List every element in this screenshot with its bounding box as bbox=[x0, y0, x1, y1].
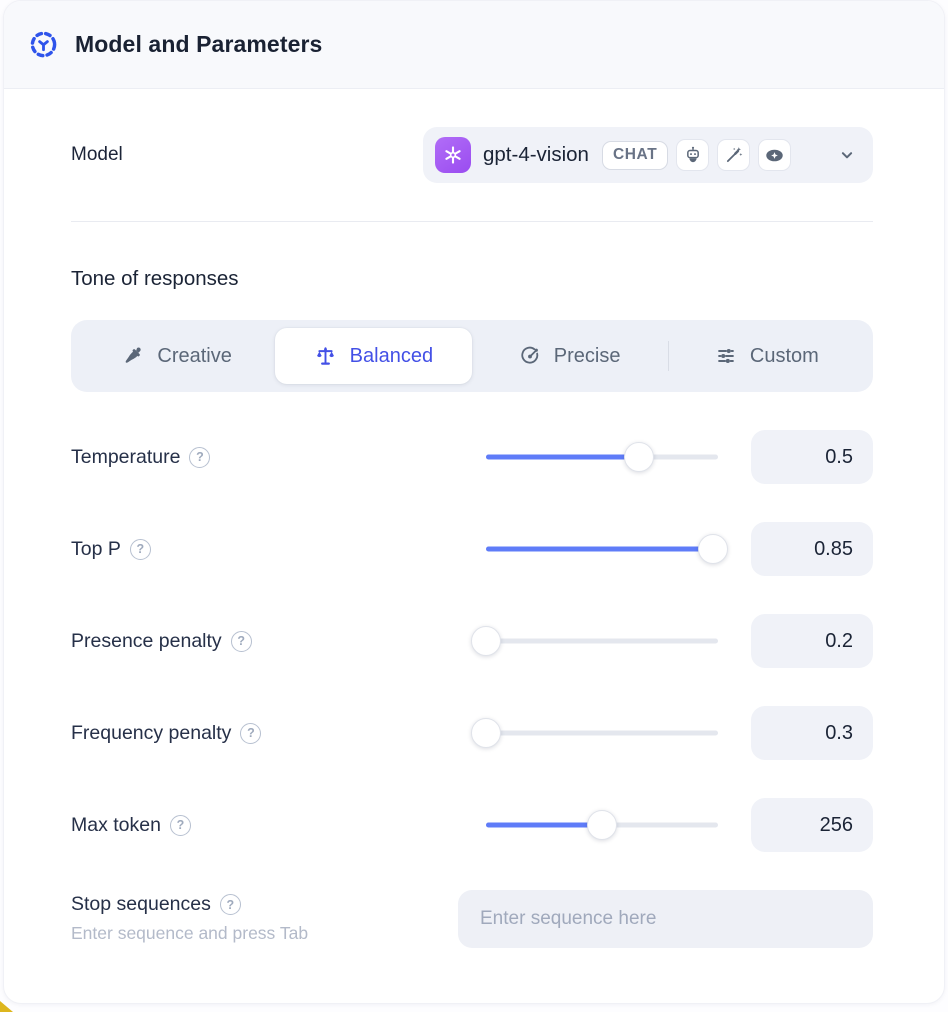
stop-sequence-input[interactable] bbox=[458, 890, 873, 948]
sliders-icon bbox=[715, 345, 737, 367]
panel-title: Model and Parameters bbox=[75, 31, 323, 57]
tab-divider bbox=[667, 341, 669, 371]
model-label: Model bbox=[71, 144, 123, 165]
section-divider bbox=[71, 221, 873, 222]
stop-sequences-hint: Enter sequence and press Tab bbox=[71, 923, 309, 943]
model-hub-icon bbox=[28, 29, 59, 60]
help-icon[interactable] bbox=[169, 814, 191, 836]
param-label: Presence penalty bbox=[71, 629, 222, 652]
balance-scale-icon bbox=[314, 345, 337, 368]
magic-wand-icon bbox=[717, 139, 751, 171]
tab-label: Precise bbox=[553, 344, 621, 367]
help-icon[interactable] bbox=[129, 538, 151, 560]
param-label: Frequency penalty bbox=[71, 721, 232, 744]
top-p-slider[interactable] bbox=[486, 534, 729, 564]
slider-thumb[interactable] bbox=[698, 534, 729, 564]
param-row-presence-penalty: Presence penalty 0.2 bbox=[71, 614, 873, 668]
paintbrush-icon bbox=[122, 345, 144, 367]
temperature-slider[interactable] bbox=[486, 442, 718, 472]
robot-icon bbox=[676, 139, 710, 171]
chevron-down-icon bbox=[836, 144, 858, 166]
selected-model-name: gpt-4-vision bbox=[483, 143, 589, 166]
openai-logo bbox=[435, 137, 471, 173]
panel-header: Model and Parameters bbox=[4, 1, 944, 89]
max-token-value[interactable]: 256 bbox=[751, 798, 873, 852]
model-row: Model gpt-4-vision CHAT bbox=[71, 127, 873, 183]
help-icon[interactable] bbox=[189, 446, 211, 468]
param-row-top-p: Top P 0.85 bbox=[71, 522, 873, 576]
target-icon bbox=[519, 345, 541, 367]
param-label: Max token bbox=[71, 813, 161, 836]
tab-precise[interactable]: Precise bbox=[472, 328, 668, 384]
param-row-max-token: Max token 256 bbox=[71, 798, 873, 852]
chat-type-badge: CHAT bbox=[601, 140, 669, 170]
stop-sequences-label: Stop sequences bbox=[71, 893, 211, 915]
param-label: Top P bbox=[71, 537, 121, 560]
help-icon[interactable] bbox=[240, 722, 262, 744]
tab-balanced[interactable]: Balanced bbox=[275, 328, 472, 384]
param-row-frequency-penalty: Frequency penalty 0.3 bbox=[71, 706, 873, 760]
presence-penalty-slider[interactable] bbox=[471, 626, 718, 656]
frequency-penalty-slider[interactable] bbox=[471, 718, 718, 748]
slider-thumb[interactable] bbox=[587, 810, 617, 840]
stop-sequences-row: Stop sequences Enter sequence and press … bbox=[71, 890, 873, 948]
model-parameters-panel: Model and Parameters Model gpt-4-vision bbox=[3, 0, 945, 1004]
tone-segmented-control: Creative Balanced bbox=[71, 320, 873, 392]
slider-thumb[interactable] bbox=[624, 442, 655, 472]
top-p-value[interactable]: 0.85 bbox=[751, 522, 873, 576]
slider-thumb[interactable] bbox=[471, 718, 501, 748]
max-token-slider[interactable] bbox=[486, 810, 718, 840]
model-select-dropdown[interactable]: gpt-4-vision CHAT bbox=[423, 127, 873, 183]
slider-thumb[interactable] bbox=[471, 626, 501, 656]
tab-creative[interactable]: Creative bbox=[79, 328, 275, 384]
tab-label: Creative bbox=[157, 344, 232, 367]
frequency-penalty-value[interactable]: 0.3 bbox=[751, 706, 873, 760]
help-icon[interactable] bbox=[230, 630, 252, 652]
tab-label: Balanced bbox=[349, 344, 434, 367]
presence-penalty-value[interactable]: 0.2 bbox=[751, 614, 873, 668]
temperature-value[interactable]: 0.5 bbox=[751, 430, 873, 484]
tone-heading: Tone of responses bbox=[71, 267, 239, 290]
param-label: Temperature bbox=[71, 445, 181, 468]
tab-label: Custom bbox=[749, 344, 819, 367]
vision-eye-icon bbox=[758, 139, 792, 171]
tab-custom[interactable]: Custom bbox=[669, 328, 865, 384]
help-icon[interactable] bbox=[219, 894, 241, 915]
background-corner-accent bbox=[0, 1001, 13, 1012]
param-row-temperature: Temperature 0.5 bbox=[71, 430, 873, 484]
